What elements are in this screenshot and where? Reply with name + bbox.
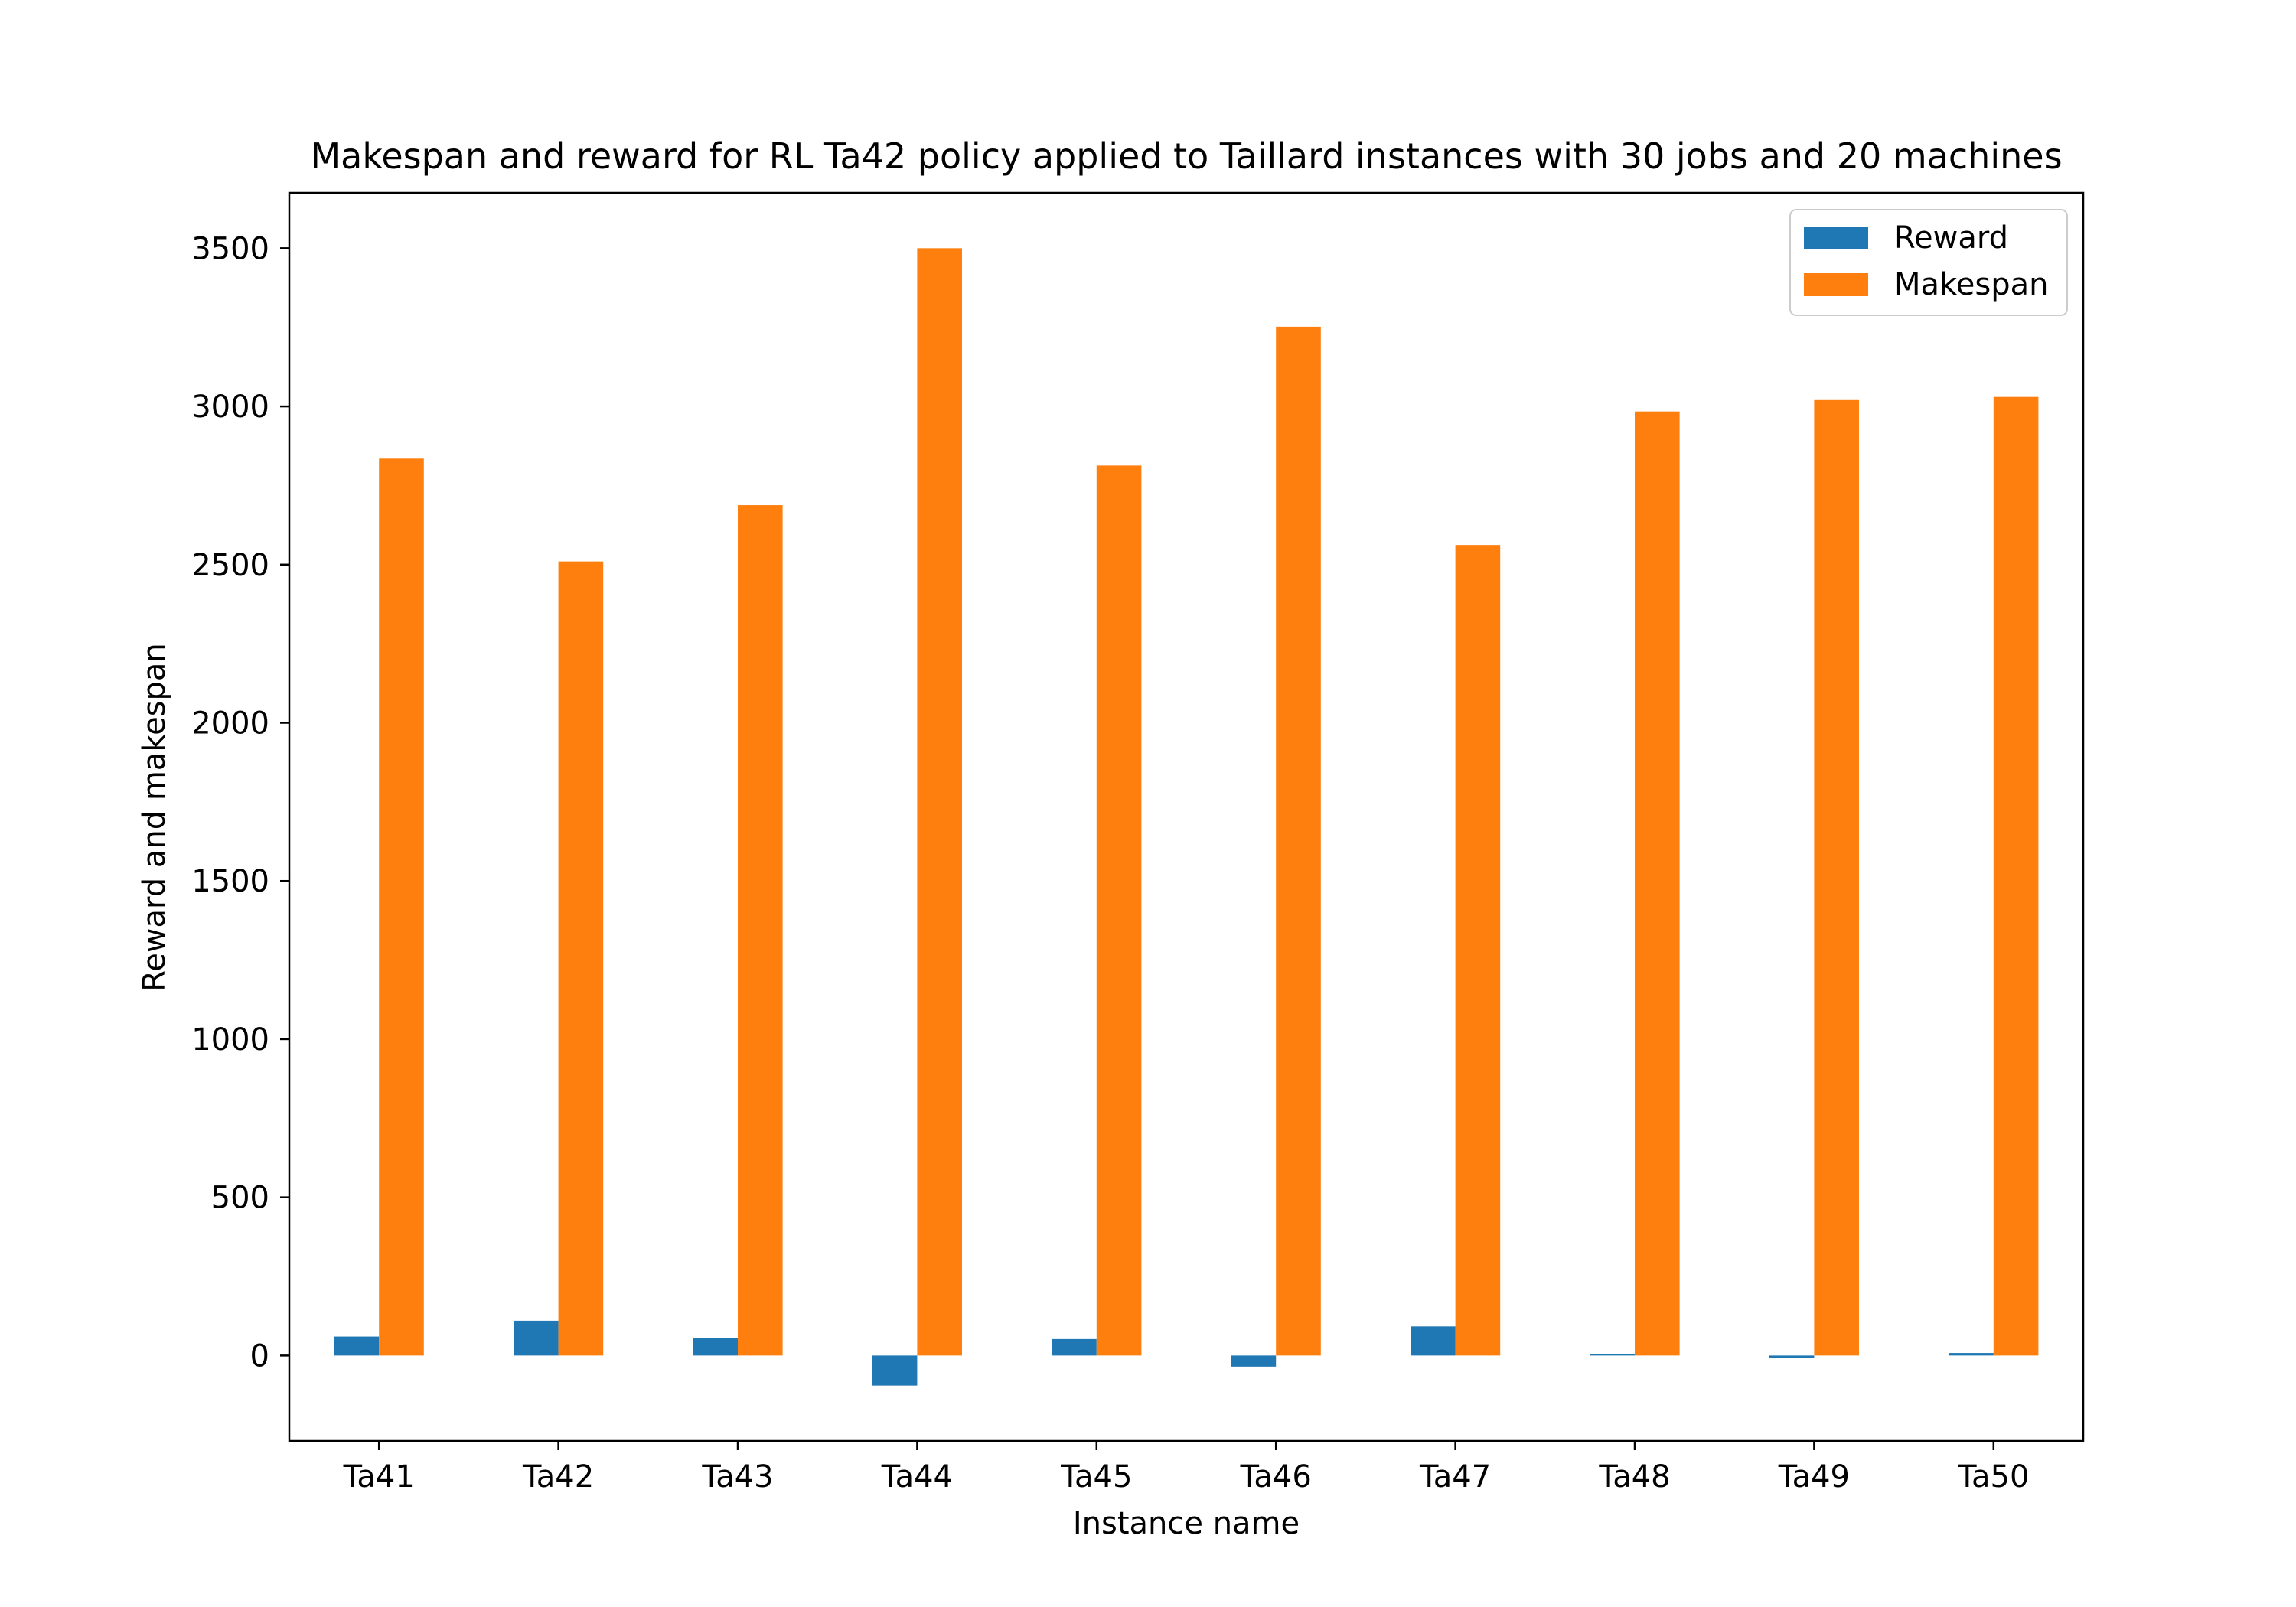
bar-makespan-ta43 [738, 505, 783, 1356]
x-tick-label: Ta47 [1419, 1459, 1491, 1495]
bars-layer [334, 248, 2039, 1386]
bar-makespan-ta42 [558, 561, 604, 1356]
x-tick-label: Ta50 [1957, 1459, 2029, 1495]
x-axis: Ta41 Ta42 Ta43 Ta44 Ta45 Ta46 Ta47 Ta48 Ta49 Ta50 [343, 1441, 2029, 1495]
bar-makespan-ta47 [1455, 545, 1501, 1356]
legend-swatch-makespan [1804, 273, 1868, 296]
bar-reward-ta47 [1411, 1326, 1456, 1356]
x-tick-label: Ta43 [701, 1459, 773, 1495]
y-tick-label: 3000 [191, 390, 269, 425]
bar-makespan-ta48 [1635, 411, 1680, 1356]
y-tick-label: 0 [250, 1338, 269, 1374]
plot-area-frame [288, 191, 2085, 1442]
chart-title: Makespan and reward for RL Ta42 policy a… [310, 135, 2062, 177]
bar-reward-ta43 [693, 1338, 738, 1356]
legend: Reward Makespan [1789, 209, 2068, 316]
bar-makespan-ta49 [1814, 399, 1859, 1356]
x-tick-label: Ta49 [1778, 1459, 1850, 1495]
bar-reward-ta48 [1590, 1354, 1635, 1356]
bar-reward-ta44 [872, 1355, 918, 1386]
bar-makespan-ta50 [1993, 396, 2039, 1356]
y-tick-label: 3500 [191, 231, 269, 266]
x-tick-label: Ta44 [881, 1459, 953, 1495]
y-tick-label: 1000 [191, 1022, 269, 1058]
bar-reward-ta45 [1052, 1338, 1097, 1356]
y-tick-label: 2000 [191, 706, 269, 742]
legend-label-reward: Reward [1894, 220, 2008, 256]
x-tick-label: Ta48 [1598, 1459, 1670, 1495]
bar-reward-ta46 [1231, 1355, 1277, 1367]
x-tick-label: Ta45 [1060, 1459, 1132, 1495]
y-axis: 0 500 1000 1500 2000 2500 3000 3500 [191, 231, 289, 1374]
bar-reward-ta50 [1949, 1353, 1994, 1356]
y-axis-label: Reward and makespan [137, 643, 172, 992]
legend-swatch-reward [1804, 227, 1868, 249]
bar-makespan-ta44 [917, 248, 962, 1356]
x-axis-label: Instance name [1073, 1506, 1300, 1541]
x-tick-label: Ta46 [1240, 1459, 1312, 1495]
bar-makespan-ta41 [379, 458, 424, 1356]
legend-label-makespan: Makespan [1894, 267, 2048, 302]
bar-reward-ta41 [334, 1336, 380, 1356]
y-tick-label: 2500 [191, 548, 269, 583]
x-tick-label: Ta41 [343, 1459, 415, 1495]
y-tick-label: 500 [211, 1181, 269, 1216]
y-tick-label: 1500 [191, 864, 269, 899]
bar-makespan-ta46 [1276, 326, 1321, 1356]
bar-reward-ta49 [1769, 1355, 1815, 1358]
bar-reward-ta42 [514, 1320, 559, 1356]
bar-makespan-ta45 [1096, 465, 1142, 1356]
x-tick-label: Ta42 [522, 1459, 594, 1495]
